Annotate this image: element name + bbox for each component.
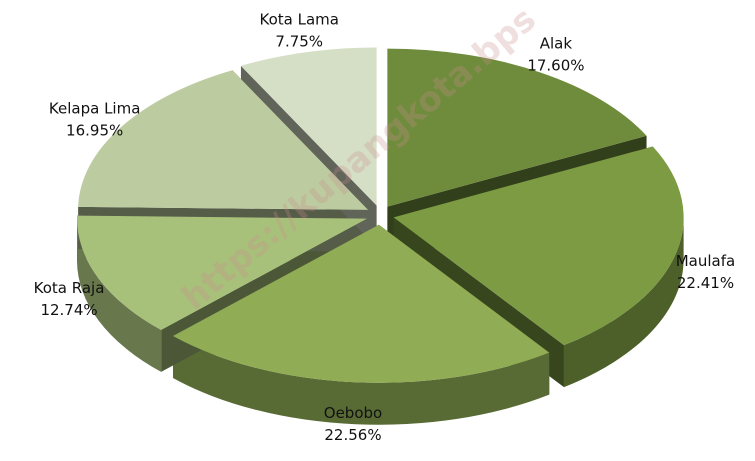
- slice-label: Oebobo: [324, 404, 382, 422]
- slice-value-label: 7.75%: [275, 32, 323, 50]
- slice-value-label: 22.56%: [324, 426, 381, 444]
- slice-label: Alak: [540, 34, 573, 52]
- slice: [240, 47, 377, 206]
- slice: [387, 48, 647, 207]
- slice-label: Maulafa: [676, 252, 735, 270]
- slice: [172, 224, 550, 383]
- slice-value-label: 16.95%: [66, 122, 123, 140]
- slice-wall: [77, 218, 162, 372]
- slice: [78, 70, 369, 210]
- slice-label: Kelapa Lima: [49, 100, 141, 118]
- slice-wall: [563, 217, 684, 388]
- slice-label: Kota Raja: [34, 279, 105, 297]
- slice: [77, 215, 368, 330]
- pie-tops: [77, 47, 684, 383]
- slice: [393, 146, 684, 346]
- slice-wall: [172, 336, 550, 425]
- slice-value-label: 22.41%: [677, 274, 734, 292]
- pie: [77, 47, 684, 425]
- slice-label: Kota Lama: [260, 10, 339, 28]
- slice-value-label: 17.60%: [527, 56, 584, 74]
- slice-value-label: 12.74%: [40, 301, 97, 319]
